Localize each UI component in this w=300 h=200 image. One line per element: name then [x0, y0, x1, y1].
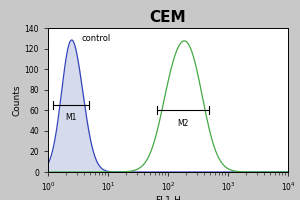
- Y-axis label: Counts: Counts: [13, 84, 22, 116]
- Text: M2: M2: [177, 119, 189, 128]
- Text: M1: M1: [65, 113, 76, 122]
- Text: control: control: [81, 34, 110, 43]
- Title: CEM: CEM: [150, 10, 186, 25]
- X-axis label: FL1-H: FL1-H: [155, 196, 181, 200]
